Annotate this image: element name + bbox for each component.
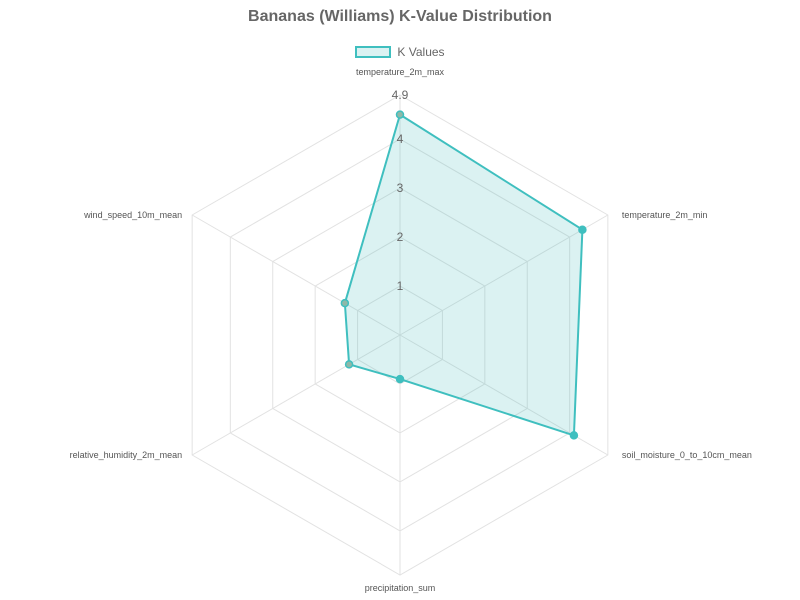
data-point-soil_moisture_0_to_10cm_mean bbox=[569, 431, 579, 440]
series-area bbox=[343, 113, 584, 437]
tick-label-1: 2 bbox=[397, 230, 404, 244]
data-point-temperature_2m_min bbox=[578, 225, 587, 234]
chart-title: Bananas (Williams) K-Value Distribution bbox=[248, 8, 552, 25]
tick-label-3: 4 bbox=[397, 132, 404, 146]
axis-label-soil_moisture_0_to_10cm_mean: soil_moisture_0_to_10cm_mean bbox=[622, 450, 752, 460]
legend[interactable]: K Values bbox=[0, 45, 800, 59]
legend-swatch bbox=[355, 46, 392, 58]
data-point-precipitation_sum bbox=[395, 374, 405, 384]
data-point-wind_speed_10m_mean bbox=[340, 298, 350, 308]
tick-label-4: 4.9 bbox=[392, 88, 409, 102]
axis-label-precipitation_sum: precipitation_sum bbox=[365, 583, 436, 593]
axis-label-wind_speed_10m_mean: wind_speed_10m_mean bbox=[83, 210, 182, 220]
grid-spoke-1 bbox=[399, 214, 609, 336]
grid-spoke-4 bbox=[191, 334, 401, 456]
axis-label-relative_humidity_2m_mean: relative_humidity_2m_mean bbox=[70, 450, 183, 460]
data-point-relative_humidity_2m_mean bbox=[344, 360, 354, 369]
grid-spoke-5 bbox=[191, 214, 401, 336]
legend-label: K Values bbox=[397, 45, 445, 59]
tick-label-2: 3 bbox=[397, 181, 404, 195]
data-point-temperature_2m_max bbox=[395, 110, 405, 119]
axis-label-temperature_2m_max: temperature_2m_max bbox=[356, 67, 445, 77]
axis-label-temperature_2m_min: temperature_2m_min bbox=[622, 210, 708, 220]
tick-label-0: 1 bbox=[397, 279, 404, 293]
